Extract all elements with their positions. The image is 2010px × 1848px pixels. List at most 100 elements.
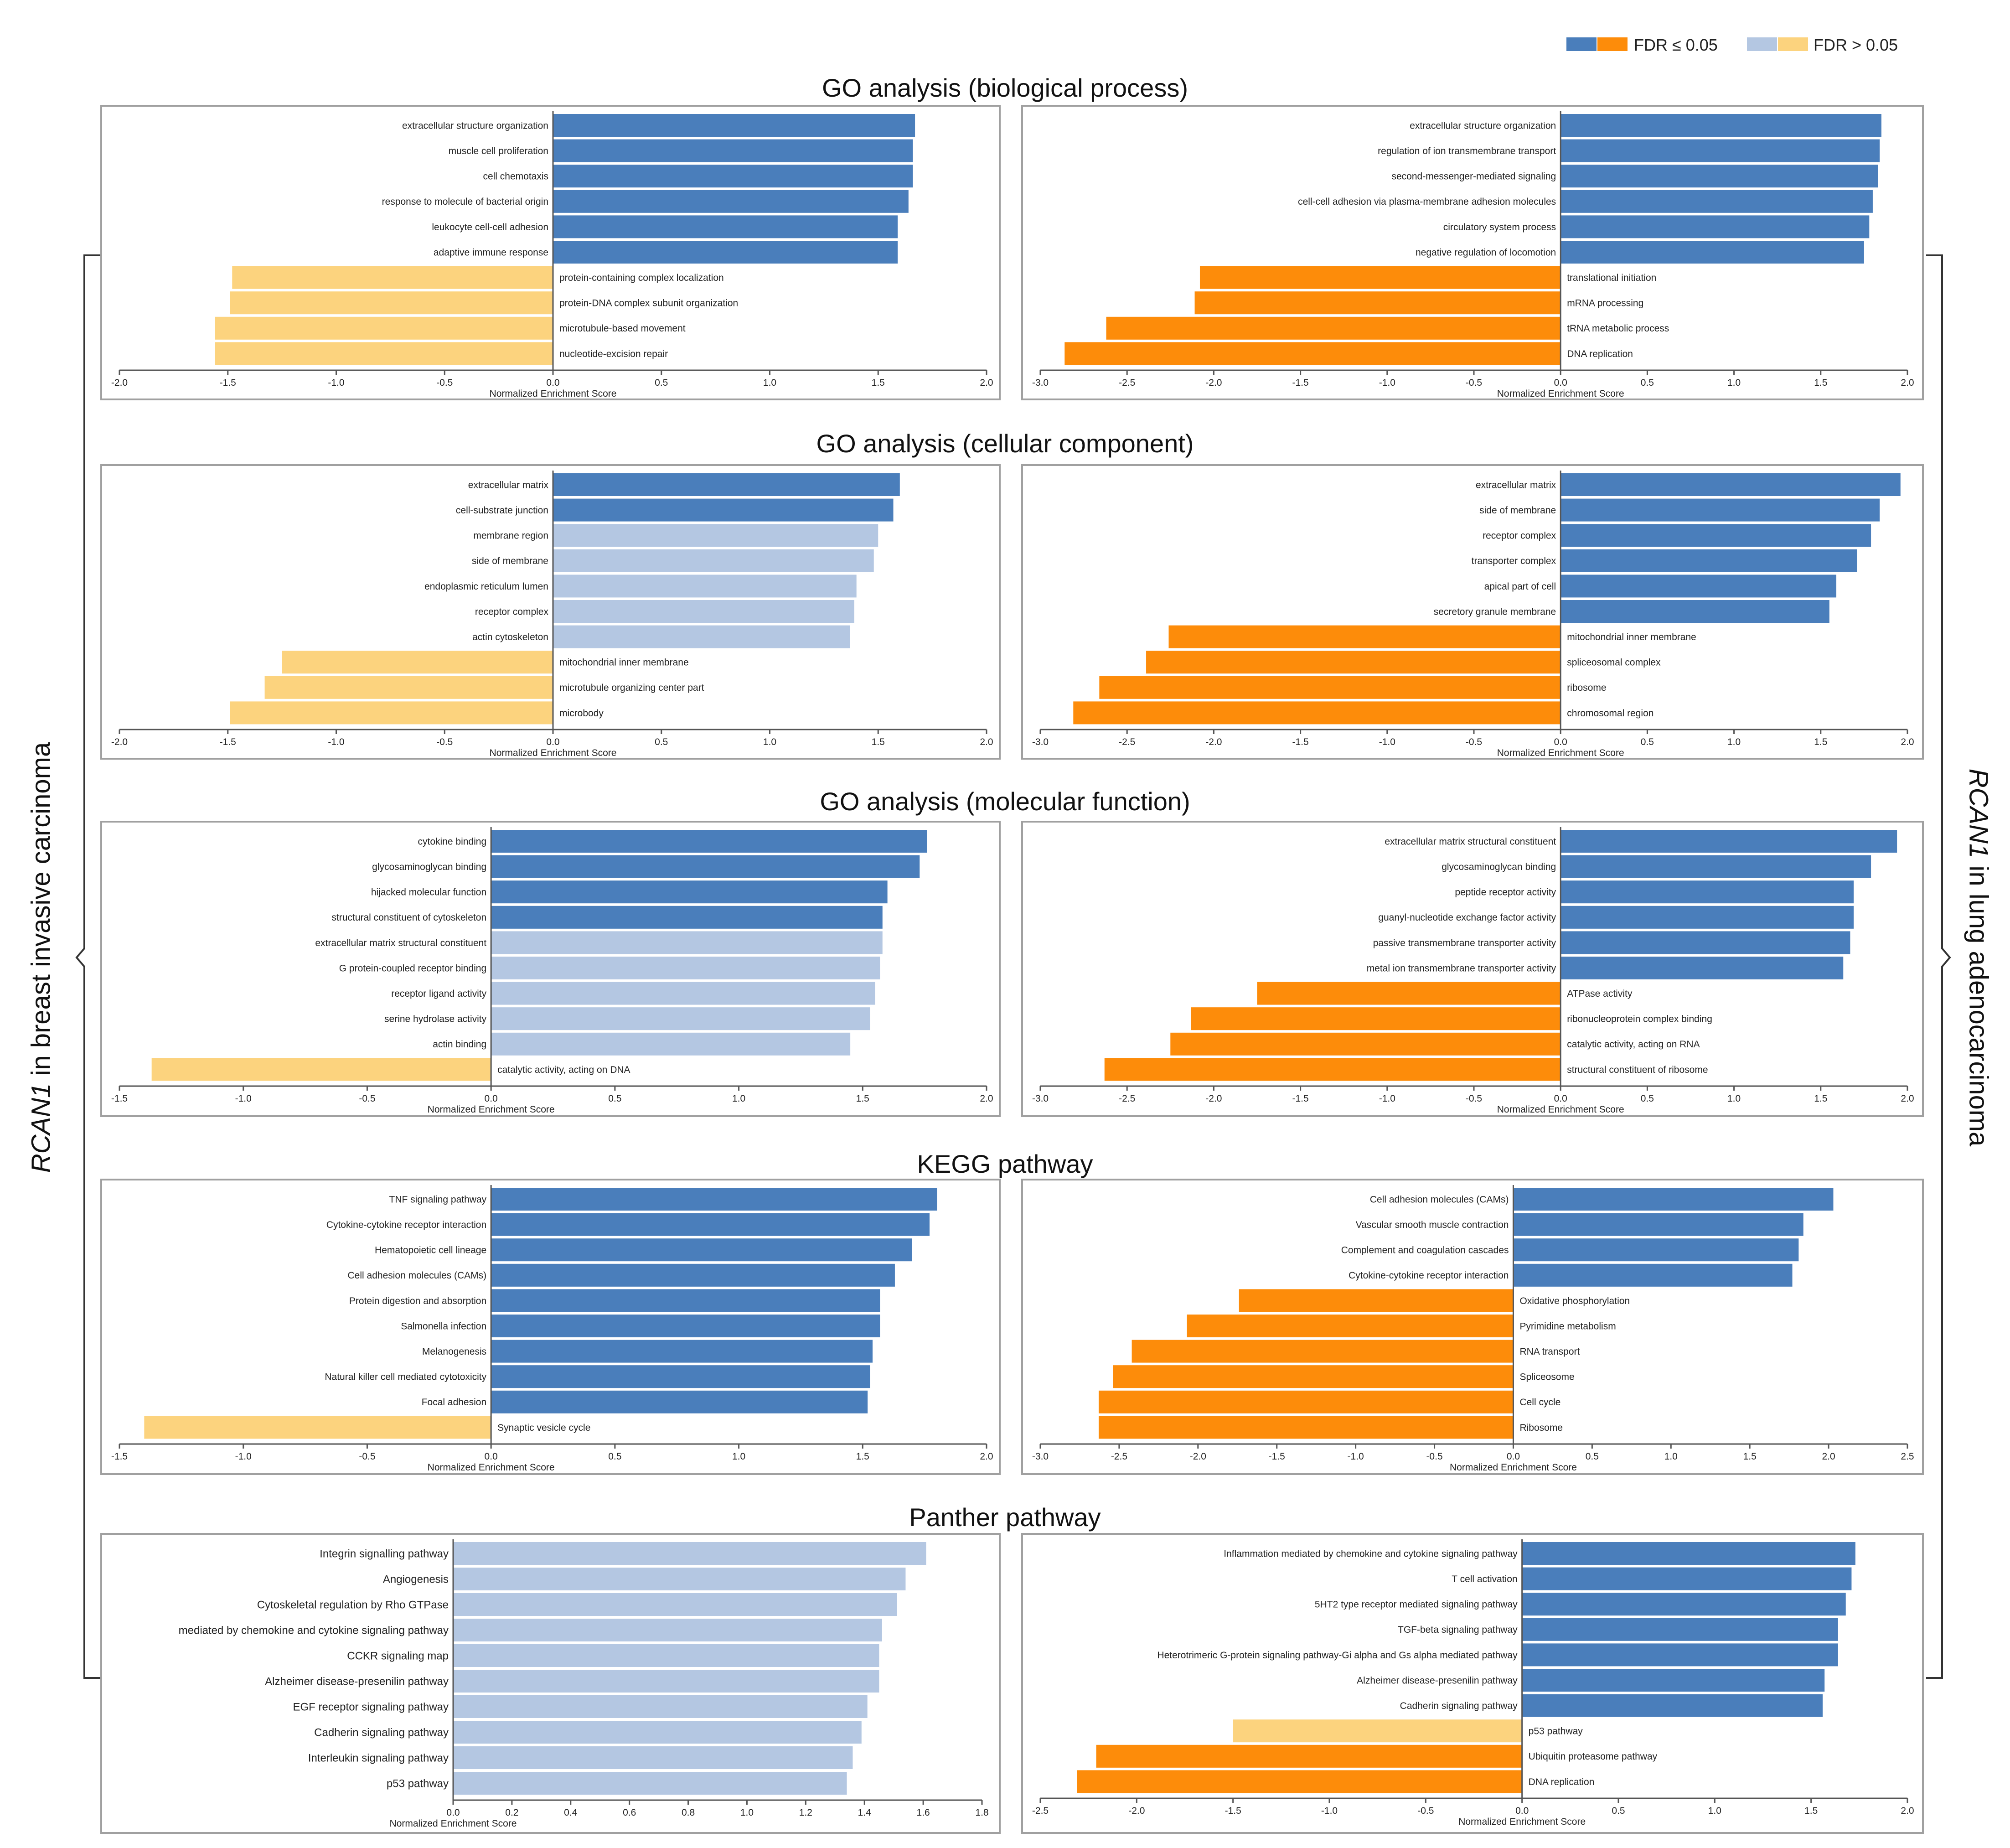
- x-tick-label: 1.0: [1708, 1806, 1721, 1816]
- bar-label: catalytic activity, acting on DNA: [497, 1065, 630, 1075]
- x-tick-label: 2.0: [1901, 1806, 1914, 1816]
- bar: [1522, 1593, 1846, 1616]
- x-tick-label: 1.5: [1814, 1093, 1827, 1104]
- section-title-kegg: KEGG pathway: [917, 1149, 1093, 1178]
- panel-go-mf-lung: extracellular matrix structural constitu…: [1021, 821, 1924, 1117]
- x-tick-label: -2.5: [1032, 1806, 1049, 1816]
- bar: [1513, 1238, 1799, 1262]
- x-tick-label: 2.0: [980, 378, 993, 388]
- panel-go-bp-breast: extracellular structure organization musc…: [100, 105, 1001, 400]
- bar-label: Hematopoietic cell lineage: [375, 1245, 486, 1256]
- bar: [1239, 1289, 1514, 1312]
- bar-label: Cytokine-cytokine receptor interaction: [326, 1220, 486, 1230]
- bar-label: extracellular matrix structural constitu…: [315, 938, 486, 948]
- bar-label: actin cytoskeleton: [472, 632, 548, 642]
- x-tick-label: 0.0: [485, 1451, 498, 1462]
- chart-go-cc-breast: extracellular matrix cell-substrate junct…: [111, 471, 993, 758]
- chart-go-mf-breast: cytokine binding glycosaminoglycan bindin…: [111, 827, 993, 1115]
- x-tick-label: -2.0: [1205, 1093, 1222, 1104]
- x-tick-label: -3.0: [1032, 1093, 1049, 1104]
- bar: [553, 215, 898, 238]
- x-tick-label: 1.0: [1664, 1451, 1678, 1462]
- x-tick-label: -0.5: [1417, 1806, 1434, 1816]
- bar-label: Natural killer cell mediated cytotoxicit…: [325, 1372, 486, 1382]
- bar: [1077, 1770, 1522, 1793]
- bar: [215, 342, 553, 365]
- bar: [453, 1721, 862, 1744]
- x-tick-label: 2.0: [1901, 1093, 1914, 1104]
- x-tick-label: -2.0: [1128, 1806, 1145, 1816]
- bar: [1098, 1416, 1514, 1439]
- bar: [1522, 1567, 1852, 1590]
- x-tick-label: -1.5: [220, 737, 236, 747]
- bar-label: Alzheimer disease-presenilin pathway: [1357, 1675, 1518, 1686]
- bar: [553, 190, 909, 213]
- bar-label: Cytokine-cytokine receptor interaction: [1349, 1270, 1509, 1281]
- left-bracket: [75, 254, 100, 1679]
- x-tick-label: 1.0: [1727, 737, 1741, 747]
- x-tick-label: 0.0: [446, 1807, 460, 1818]
- bar: [1522, 1669, 1825, 1692]
- bar-label: mRNA processing: [1567, 298, 1643, 309]
- bar: [453, 1593, 897, 1616]
- bar-label: ribosome: [1567, 683, 1606, 693]
- bar: [491, 1007, 870, 1030]
- x-tick-label: 1.6: [917, 1807, 930, 1818]
- bar-label: negative regulation of locomotion: [1416, 247, 1556, 258]
- x-axis-label: Normalized Enrichment Score: [490, 388, 617, 399]
- bar-label: endoplasmic reticulum lumen: [424, 581, 548, 592]
- bar-label: G protein-coupled receptor binding: [339, 963, 486, 973]
- bar: [1560, 190, 1873, 213]
- bar-label: Cell adhesion molecules (CAMs): [348, 1270, 487, 1281]
- bar: [1560, 114, 1881, 137]
- chart-go-bp-lung: extracellular structure organization regu…: [1032, 111, 1914, 399]
- bar-label: Oxidative phosphorylation: [1519, 1296, 1630, 1306]
- bar: [1560, 139, 1880, 162]
- x-tick-label: 1.0: [763, 737, 776, 747]
- x-tick-label: -1.5: [1292, 737, 1309, 747]
- x-axis-label: Normalized Enrichment Score: [1458, 1817, 1586, 1827]
- bar-label: extracellular matrix: [468, 480, 549, 490]
- bar-label: actin binding: [433, 1039, 486, 1050]
- bar-label: microbody: [559, 708, 604, 719]
- x-tick-label: -0.5: [1466, 737, 1482, 747]
- bar: [282, 651, 553, 674]
- bar: [1168, 625, 1561, 648]
- bar-label: extracellular structure organization: [1410, 120, 1556, 131]
- bar-label: structural constituent of ribosome: [1567, 1065, 1708, 1075]
- bar-label: Cell adhesion molecules (CAMs): [1370, 1194, 1509, 1205]
- bar-label: receptor ligand activity: [391, 989, 486, 999]
- bar: [491, 1188, 937, 1211]
- bar-label: microtubule organizing center part: [559, 683, 704, 693]
- bar-label: metal ion transmembrane transporter acti…: [1367, 963, 1556, 973]
- x-axis-label: Normalized Enrichment Score: [1497, 1104, 1624, 1115]
- bar: [1560, 830, 1897, 853]
- bar-label: Protein digestion and absorption: [349, 1296, 486, 1306]
- bar: [1132, 1340, 1514, 1363]
- x-tick-label: 2.0: [980, 1451, 993, 1462]
- bar-label: peptide receptor activity: [1455, 887, 1556, 898]
- x-tick-label: 0.0: [1507, 1451, 1520, 1462]
- x-tick-label: -1.5: [111, 1093, 128, 1104]
- bar: [553, 165, 913, 188]
- bar-label: Integrin signalling pathway: [320, 1548, 449, 1560]
- x-tick-label: 0.8: [682, 1807, 695, 1818]
- left-side-label: RCAN1 in breast invasive carcinoma: [26, 742, 57, 1173]
- bar: [1560, 575, 1837, 598]
- x-tick-label: 0.0: [1515, 1806, 1529, 1816]
- bar: [553, 600, 854, 623]
- bar: [491, 1315, 880, 1337]
- x-tick-label: 1.5: [856, 1451, 869, 1462]
- bar-label: mediated by chemokine and cytokine signa…: [179, 1624, 449, 1636]
- bar-label: Cell cycle: [1519, 1397, 1560, 1408]
- bar: [491, 1390, 868, 1413]
- bar-label: DNA replication: [1529, 1777, 1595, 1787]
- x-tick-label: -2.5: [1111, 1451, 1127, 1462]
- x-tick-label: 1.2: [799, 1807, 812, 1818]
- bar: [1257, 982, 1561, 1005]
- bar: [491, 906, 883, 929]
- bar-label: extracellular matrix structural constitu…: [1385, 836, 1556, 847]
- x-tick-label: -0.5: [359, 1451, 375, 1462]
- bar-label: secretory granule membrane: [1434, 606, 1556, 617]
